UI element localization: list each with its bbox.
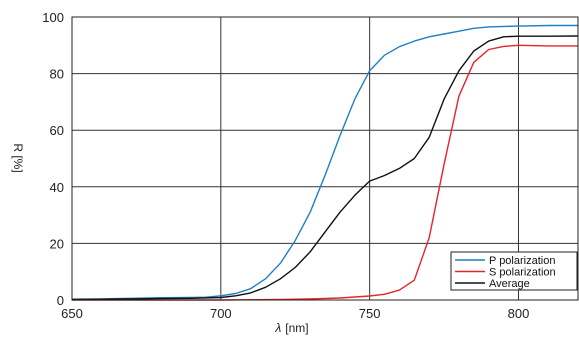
x-axis-unit: [nm] [285,321,308,335]
grid [72,17,578,300]
x-axis-symbol: λ [274,321,281,335]
x-tick-label: 650 [61,306,83,321]
y-tick-label: 100 [42,10,64,25]
y-tick-label: 20 [50,236,64,251]
y-axis-title: R [%] [11,143,25,172]
series-line-average [71,35,579,301]
series-line-p-polarization [71,24,578,300]
series-line-s-polarization [72,44,578,301]
legend-label: S polarization [489,267,556,279]
x-tick-label: 750 [359,306,381,321]
y-tick-label: 40 [50,180,64,195]
plot-frame [71,16,579,301]
legend-label: Average [489,278,530,290]
x-axis-title: λ [nm] [274,321,308,335]
y-tick-label: 0 [57,293,64,308]
y-tick-label: 60 [50,123,64,138]
legend-label: P polarization [489,255,555,267]
y-tick-label: 80 [50,67,64,82]
x-tick-label: 700 [210,306,232,321]
series-layer [71,24,579,301]
x-tick-label: 800 [508,306,530,321]
tick-labels: 650 700 750 800 0 20 40 60 80 100 [42,10,529,321]
